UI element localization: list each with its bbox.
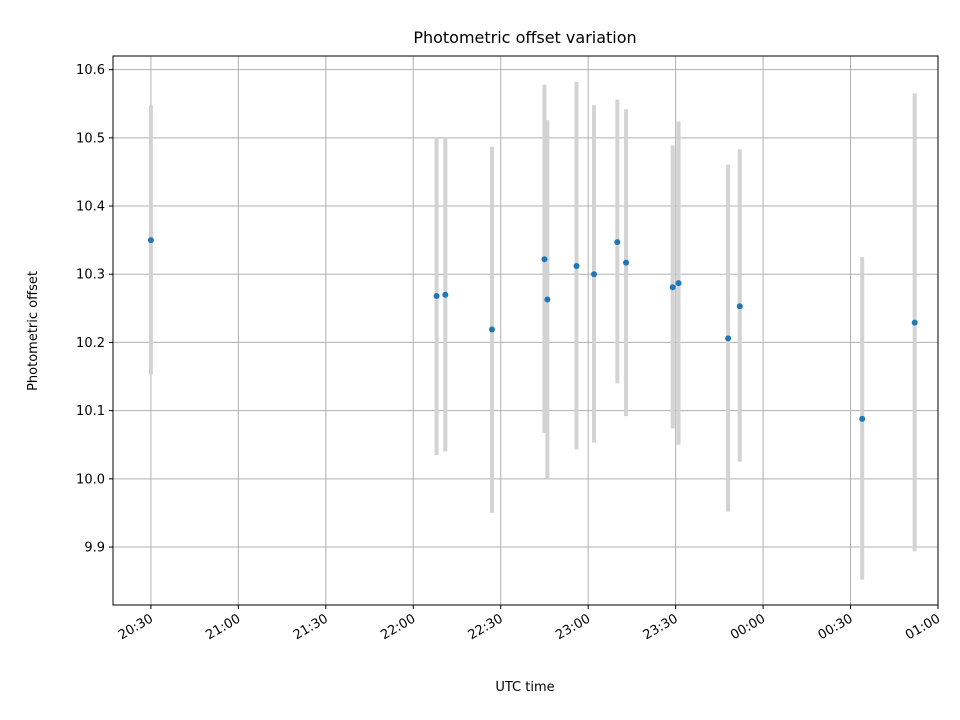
data-point (488, 326, 495, 333)
y-tick-label: 10.0 (76, 472, 105, 487)
y-tick-label: 10.6 (76, 63, 105, 78)
x-axis-label: UTC time (495, 680, 554, 695)
y-tick-label: 10.5 (76, 131, 105, 146)
data-point (669, 284, 676, 291)
data-point (433, 293, 440, 300)
plot-area-frame (112, 55, 939, 606)
data-point (725, 335, 732, 342)
y-tick-label: 10.4 (76, 200, 105, 215)
data-point (544, 296, 551, 303)
y-tick-label: 10.3 (76, 268, 105, 283)
data-point (442, 291, 449, 298)
data-point (614, 239, 621, 246)
data-point (147, 237, 154, 244)
data-point (859, 415, 866, 422)
data-point (623, 259, 630, 266)
data-point (591, 271, 598, 278)
y-tick-label: 10.1 (76, 404, 105, 419)
data-point (675, 280, 682, 287)
data-point (736, 303, 743, 310)
y-tick-label: 9.9 (84, 541, 105, 556)
data-point (541, 256, 548, 263)
chart-title: Photometric offset variation (413, 28, 636, 47)
data-point (573, 263, 580, 270)
data-point (911, 319, 918, 326)
y-axis-label: Photometric offset (26, 271, 41, 391)
y-axis-ticks: 9.9 10.0 10.1 10.2 10.3 10.4 10.5 10.6 (76, 63, 113, 556)
y-tick-label: 10.2 (76, 336, 105, 351)
data-points (147, 237, 918, 422)
